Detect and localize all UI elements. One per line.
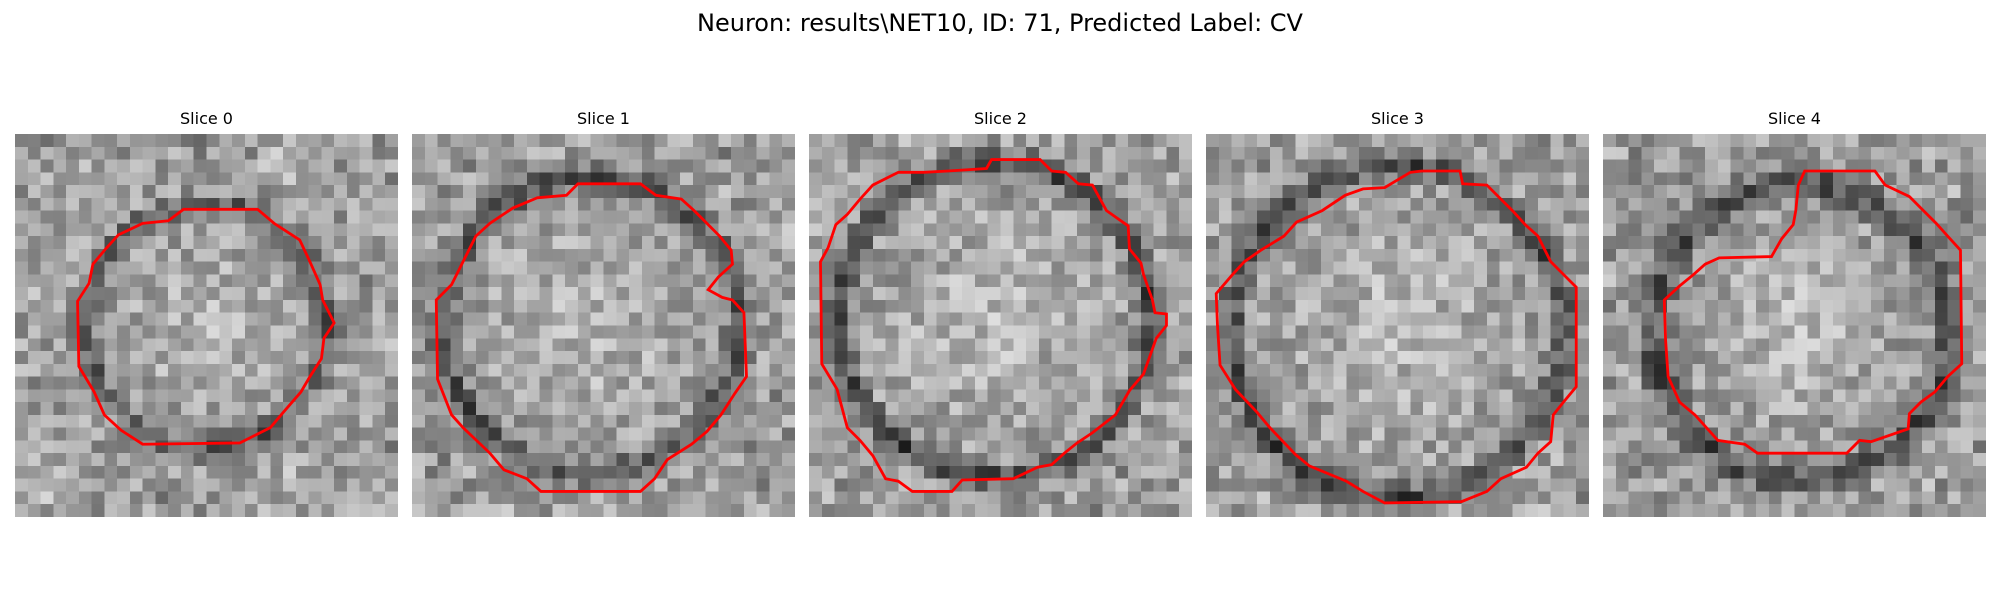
slice-title: Slice 1 bbox=[577, 109, 630, 128]
slice-panel-4: Slice 4 bbox=[1603, 108, 1986, 517]
slice-panel-1: Slice 1 bbox=[412, 108, 795, 517]
segmentation-contour bbox=[819, 158, 1168, 493]
slice-title: Slice 4 bbox=[1768, 109, 1821, 128]
segmentation-contour bbox=[1214, 169, 1578, 505]
slice-panel-2: Slice 2 bbox=[809, 108, 1192, 517]
slice-image bbox=[15, 134, 398, 517]
figure-title: Neuron: results\NET10, ID: 71, Predicted… bbox=[697, 9, 1303, 37]
slice-image bbox=[1603, 134, 1986, 517]
slice-image bbox=[412, 134, 795, 517]
slice-image bbox=[809, 134, 1192, 517]
slice-title: Slice 3 bbox=[1371, 109, 1424, 128]
segmentation-contour bbox=[76, 207, 336, 446]
slice-panel-0: Slice 0 bbox=[15, 108, 398, 517]
segmentation-contour bbox=[1662, 169, 1964, 455]
slice-title: Slice 0 bbox=[180, 109, 233, 128]
slice-title: Slice 2 bbox=[974, 109, 1027, 128]
segmentation-contour bbox=[434, 182, 748, 493]
slice-panel-3: Slice 3 bbox=[1206, 108, 1589, 517]
slice-image bbox=[1206, 134, 1589, 517]
